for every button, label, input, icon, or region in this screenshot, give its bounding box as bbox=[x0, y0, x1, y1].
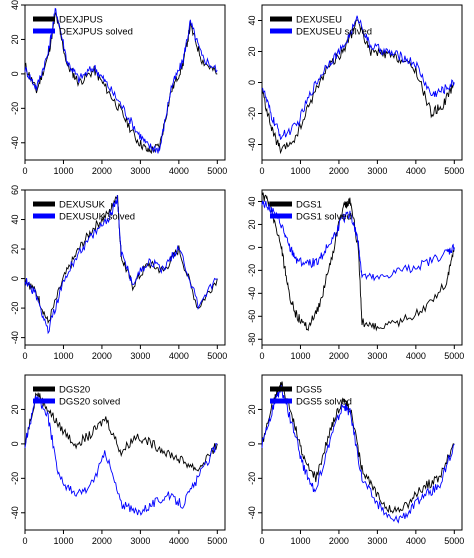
series-line-solved bbox=[24, 395, 218, 516]
x-tick-label: 5000 bbox=[207, 351, 227, 361]
x-tick-label: 2000 bbox=[329, 166, 349, 176]
x-tick-label: 3000 bbox=[130, 166, 150, 176]
y-tick-label: -40 bbox=[247, 506, 257, 519]
x-tick-label: 1000 bbox=[290, 351, 310, 361]
y-tick-label: 0 bbox=[10, 441, 20, 446]
y-tick-label: 20 bbox=[247, 219, 257, 229]
y-tick-label: -20 bbox=[10, 302, 20, 315]
x-tick-label: 0 bbox=[259, 536, 264, 546]
legend-label: DGS5 solved bbox=[296, 397, 352, 408]
plot-frame bbox=[24, 189, 226, 346]
legend-label: DEXUSUK bbox=[59, 200, 106, 211]
y-tick-label: 0 bbox=[247, 80, 257, 85]
x-tick-label: 0 bbox=[22, 166, 27, 176]
x-tick-label: 3000 bbox=[130, 536, 150, 546]
y-tick-label: 20 bbox=[10, 34, 20, 44]
x-tick-label: 2000 bbox=[92, 536, 112, 546]
y-tick-label: 0 bbox=[10, 71, 20, 76]
x-tick-label: 4000 bbox=[169, 166, 189, 176]
legend-label: DEXUSEU solved bbox=[296, 27, 372, 38]
x-tick-label: 2000 bbox=[92, 351, 112, 361]
legend-label: DGS1 solved bbox=[296, 212, 352, 223]
legend-label: DGS5 bbox=[296, 385, 322, 396]
x-tick-label: 5000 bbox=[444, 536, 464, 546]
plot-frame bbox=[24, 4, 226, 161]
y-tick-label: 40 bbox=[247, 196, 257, 206]
series-line-solved bbox=[24, 7, 218, 154]
y-tick-label: 0 bbox=[247, 245, 257, 250]
y-tick-label: -60 bbox=[247, 310, 257, 323]
y-tick-label: 0 bbox=[247, 441, 257, 446]
y-tick-label: 20 bbox=[247, 404, 257, 414]
x-tick-label: 4000 bbox=[169, 351, 189, 361]
y-tick-label: 40 bbox=[10, 215, 20, 225]
legend-label: DEXJPUS solved bbox=[59, 27, 133, 38]
y-tick-label: 40 bbox=[10, 0, 20, 10]
chart-panel-1: 0 1000 2000 3000 4000 5000 -40 -20 0 20 40 DEXJPUSD… bbox=[10, 0, 227, 176]
plot-frame bbox=[24, 374, 226, 531]
legend-label: DGS20 bbox=[59, 385, 90, 396]
y-tick-label: -80 bbox=[247, 333, 257, 346]
x-tick-label: 5000 bbox=[207, 536, 227, 546]
y-tick-label: 0 bbox=[10, 276, 20, 281]
x-tick-label: 4000 bbox=[169, 536, 189, 546]
series-line-solved bbox=[261, 200, 455, 282]
legend-label: DEXUSEU bbox=[296, 15, 342, 26]
y-tick-label: 40 bbox=[247, 15, 257, 25]
y-tick-label: -20 bbox=[247, 472, 257, 485]
series-line-observed bbox=[262, 192, 455, 332]
y-tick-label: -20 bbox=[10, 102, 20, 115]
x-tick-label: 3000 bbox=[367, 166, 387, 176]
chart-panel-4: 0 1000 2000 3000 4000 5000 -80 -60 -40 -20 0 20 40 DG… bbox=[247, 189, 464, 361]
x-tick-label: 2000 bbox=[92, 166, 112, 176]
x-tick-label: 4000 bbox=[406, 536, 426, 546]
y-tick-label: -20 bbox=[10, 472, 20, 485]
x-tick-label: 5000 bbox=[444, 351, 464, 361]
y-tick-label: 20 bbox=[10, 404, 20, 414]
series-line-observed bbox=[24, 392, 218, 472]
x-tick-label: 2000 bbox=[329, 351, 349, 361]
series-line-solved bbox=[261, 385, 455, 524]
legend-label: DEXJPUS bbox=[59, 15, 103, 26]
legend-label: DEXUSUK solved bbox=[59, 212, 135, 223]
y-tick-label: -20 bbox=[247, 264, 257, 277]
chart-panel-2: 0 1000 2000 3000 4000 5000 -40 -20 0 20 40 DEXUSEUD… bbox=[247, 4, 464, 176]
y-tick-label: 20 bbox=[10, 244, 20, 254]
x-tick-label: 1000 bbox=[53, 166, 73, 176]
x-tick-label: 1000 bbox=[53, 536, 73, 546]
x-tick-label: 2000 bbox=[329, 536, 349, 546]
x-tick-label: 5000 bbox=[444, 166, 464, 176]
plot-frame bbox=[261, 189, 463, 346]
x-tick-label: 5000 bbox=[207, 166, 227, 176]
y-tick-label: -40 bbox=[247, 287, 257, 300]
x-tick-label: 4000 bbox=[406, 351, 426, 361]
legend-label: DGS20 solved bbox=[59, 397, 120, 408]
x-tick-label: 1000 bbox=[290, 166, 310, 176]
y-tick-label: -20 bbox=[247, 107, 257, 120]
chart-panel-3: 0 1000 2000 3000 4000 5000 -40 -20 0 20 40 60 DEXUSU… bbox=[10, 185, 227, 361]
x-tick-label: 3000 bbox=[367, 351, 387, 361]
x-tick-label: 0 bbox=[22, 351, 27, 361]
x-tick-label: 1000 bbox=[53, 351, 73, 361]
chart-panel-5: 0 1000 2000 3000 4000 5000 -40 -20 0 20 DGS20DGS20… bbox=[10, 374, 227, 546]
x-tick-label: 0 bbox=[259, 351, 264, 361]
y-tick-label: -40 bbox=[247, 138, 257, 151]
legend-label: DGS1 bbox=[296, 200, 322, 211]
x-tick-label: 0 bbox=[259, 166, 264, 176]
y-tick-label: -40 bbox=[10, 136, 20, 149]
y-tick-label: -40 bbox=[10, 331, 20, 344]
y-tick-label: 60 bbox=[10, 185, 20, 195]
plot-frame bbox=[261, 374, 463, 531]
series-line-solved bbox=[261, 15, 455, 141]
x-tick-label: 1000 bbox=[290, 536, 310, 546]
x-tick-label: 4000 bbox=[406, 166, 426, 176]
x-tick-label: 0 bbox=[22, 536, 27, 546]
series-line-solved bbox=[24, 195, 218, 335]
x-tick-label: 3000 bbox=[130, 351, 150, 361]
x-tick-label: 3000 bbox=[367, 536, 387, 546]
y-tick-label: 20 bbox=[247, 46, 257, 56]
y-tick-label: -40 bbox=[10, 506, 20, 519]
